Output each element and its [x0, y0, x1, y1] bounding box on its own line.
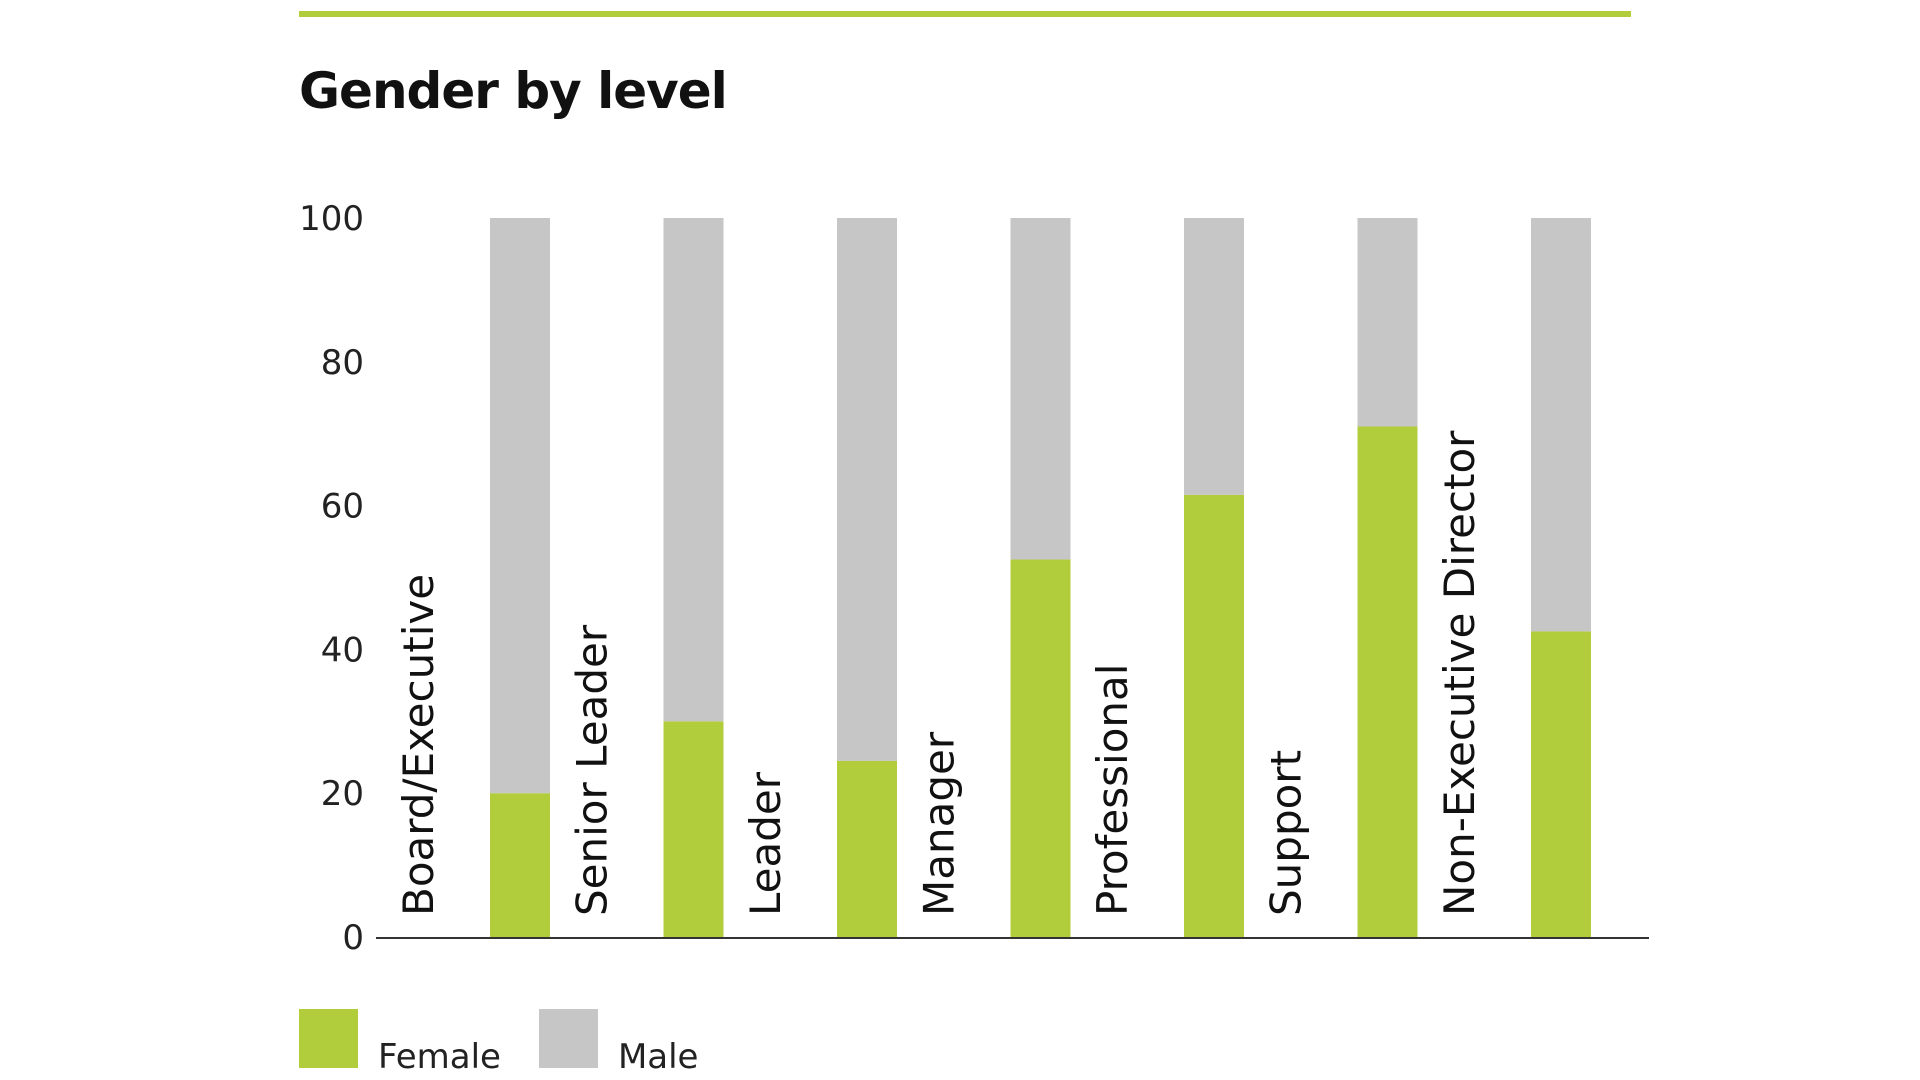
chart-title: Gender by level	[299, 62, 728, 120]
category-label-4: Professional	[1088, 664, 1137, 916]
bars-group	[490, 218, 1591, 937]
y-axis-ticks: 0 20 40 60 80 100	[299, 199, 364, 958]
category-labels: Board/Executive Senior Leader Leader Manage…	[394, 430, 1484, 916]
legend: Female Male	[299, 1009, 736, 1074]
bar-female-0	[490, 793, 550, 937]
legend-swatch-female	[299, 1009, 358, 1068]
y-tick-label-40: 40	[321, 630, 364, 670]
legend-label-male: Male	[617, 1037, 699, 1077]
top-accent-rule	[299, 11, 1631, 17]
legend-item-male: Male	[538, 1009, 698, 1074]
y-tick-label-100: 100	[299, 199, 364, 239]
bar-male-6	[1531, 218, 1591, 632]
bar-male-4	[1184, 218, 1244, 495]
legend-label-female: Female	[378, 1037, 501, 1077]
bar-male-3	[1010, 218, 1071, 560]
y-tick-label-60: 60	[321, 487, 364, 527]
y-tick-label-0: 0	[342, 918, 364, 958]
category-label-1: Senior Leader	[568, 624, 617, 916]
bar-male-1	[663, 218, 724, 722]
category-label-3: Manager	[915, 731, 964, 916]
bar-female-3	[1010, 559, 1071, 937]
legend-swatch-male	[538, 1009, 598, 1068]
bar-female-4	[1184, 494, 1244, 937]
bar-male-0	[490, 218, 550, 794]
bar-male-2	[837, 218, 897, 761]
category-label-5: Support	[1262, 750, 1311, 916]
bar-female-2	[837, 760, 897, 937]
category-label-6: Non-Executive Director	[1435, 430, 1484, 916]
bar-female-1	[663, 721, 724, 937]
legend-item-female: Female	[299, 1009, 501, 1074]
y-tick-label-80: 80	[321, 343, 364, 383]
category-label-2: Leader	[741, 771, 790, 916]
bar-female-6	[1531, 631, 1591, 937]
y-tick-label-20: 20	[321, 774, 364, 814]
bar-male-5	[1357, 218, 1418, 427]
category-label-0: Board/Executive	[394, 574, 443, 916]
bar-female-5	[1357, 426, 1418, 937]
